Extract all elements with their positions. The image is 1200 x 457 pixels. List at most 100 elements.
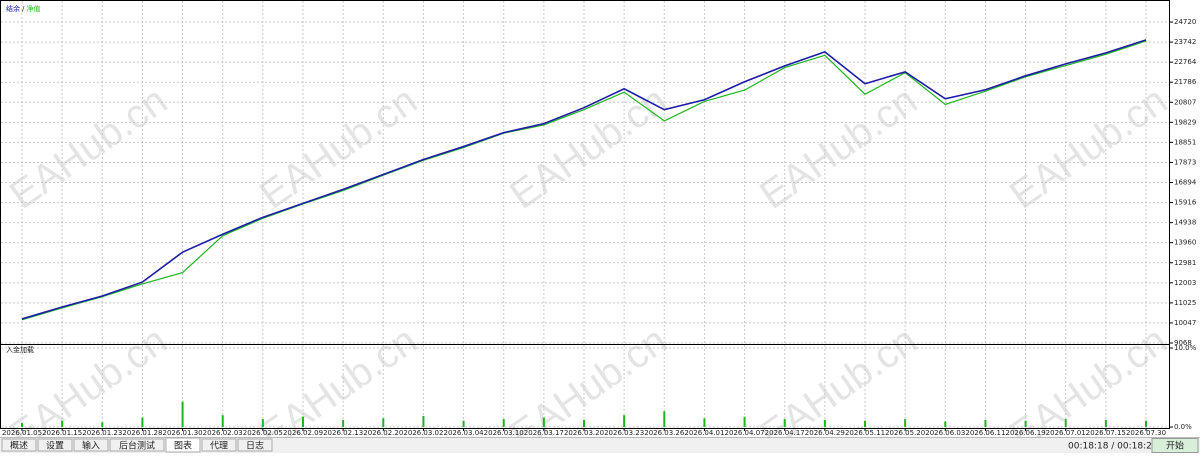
bar bbox=[1064, 419, 1067, 427]
bar bbox=[221, 415, 224, 427]
bar bbox=[542, 417, 545, 427]
x-tick-label: 2026.07.30 bbox=[1126, 429, 1166, 437]
y-tick-label: 14938 bbox=[1174, 219, 1196, 227]
series-line bbox=[21, 39, 1147, 320]
tab[interactable] bbox=[109, 438, 165, 452]
tab-label[interactable]: 后台测试 bbox=[119, 440, 155, 452]
y-tick-label: 12003 bbox=[1174, 279, 1196, 287]
x-tick-label: 2026.03.17 bbox=[524, 429, 564, 437]
bar bbox=[904, 419, 907, 427]
x-tick-label: 2026.01.23 bbox=[82, 429, 122, 437]
x-tick-label: 2026.04.17 bbox=[765, 429, 805, 437]
bar bbox=[864, 420, 866, 427]
x-tick-label: 2026.02.20 bbox=[363, 429, 403, 437]
x-tick-label: 2026.02.03 bbox=[203, 429, 243, 437]
tab[interactable] bbox=[73, 438, 109, 452]
start-button-label[interactable]: 开始 bbox=[1166, 440, 1184, 452]
tab[interactable] bbox=[201, 438, 237, 452]
bar bbox=[1145, 420, 1147, 427]
tab[interactable] bbox=[1, 438, 37, 452]
x-tick-label: 2026.01.05 bbox=[2, 429, 42, 437]
bar bbox=[462, 420, 465, 427]
x-tick-label: 2026.07.01 bbox=[1046, 429, 1086, 437]
y-tick-label: 15916 bbox=[1174, 199, 1197, 207]
x-tick-label: 2026.03.02 bbox=[403, 429, 443, 437]
bar bbox=[422, 415, 425, 427]
chart-frame bbox=[0, 0, 1170, 429]
tab-label[interactable]: 设置 bbox=[46, 441, 64, 452]
y-tick-label: 9068 bbox=[1174, 339, 1192, 347]
x-tick-label: 2026.03.10 bbox=[484, 429, 524, 437]
plot: 9068 10047 11025 12003 12981 13960 14938 15916 1… bbox=[1, 1, 1197, 437]
y-tick-label: 12981 bbox=[1174, 259, 1196, 267]
bar bbox=[181, 401, 184, 427]
bar bbox=[663, 411, 666, 427]
tabs: 概述 设置 输入 后台测试 图表 代理 日志 bbox=[1, 437, 273, 453]
x-tick-label: 2026.01.28 bbox=[122, 429, 162, 437]
x-tick-label: 2026.06.03 bbox=[925, 429, 965, 437]
bar bbox=[1024, 420, 1027, 427]
legend: 结余 / 净值 bbox=[6, 4, 40, 13]
y-tick-label: 17873 bbox=[1174, 158, 1196, 166]
tab[interactable] bbox=[37, 438, 73, 452]
bar bbox=[342, 419, 345, 427]
y-tick-label: 11025 bbox=[1174, 299, 1196, 307]
bar bbox=[101, 422, 104, 427]
bar bbox=[302, 416, 304, 427]
x-tick-label: 2026.02.09 bbox=[283, 429, 323, 437]
bar bbox=[21, 423, 23, 427]
x-tick-label: 2026.02.05 bbox=[243, 429, 283, 437]
x-tick-label: 2026.06.11 bbox=[965, 429, 1005, 437]
bar bbox=[783, 419, 786, 427]
y-tick-label: 10047 bbox=[1174, 319, 1196, 327]
timer: 00:18:18 / 00:18:20 bbox=[1068, 442, 1158, 452]
x-tick-label: 2026.04.29 bbox=[805, 429, 845, 437]
bar bbox=[1104, 419, 1107, 427]
legend-entry: 净值 bbox=[26, 4, 40, 13]
x-tick-label: 2026.07.15 bbox=[1086, 429, 1126, 437]
tab-label[interactable]: 概述 bbox=[10, 440, 28, 452]
x-tick-label: 2026.03.04 bbox=[444, 429, 485, 437]
tab-label[interactable]: 输入 bbox=[82, 440, 100, 452]
x-tick-label: 2026.05.11 bbox=[845, 429, 885, 437]
x-tick-label: 2026.03.26 bbox=[644, 429, 685, 437]
y-tick-label: 21786 bbox=[1174, 78, 1197, 86]
x-tick-label: 2026.03.23 bbox=[604, 429, 644, 437]
tab-label[interactable]: 图表 bbox=[174, 440, 192, 452]
bar bbox=[743, 416, 746, 427]
bar bbox=[502, 419, 505, 427]
bar bbox=[583, 419, 585, 427]
tab-bar bbox=[0, 437, 1200, 453]
x-tick-label: 2026.05.20 bbox=[885, 429, 925, 437]
y-tick-label: 22764 bbox=[1174, 58, 1197, 66]
y-tick-label: 20807 bbox=[1174, 98, 1196, 106]
bar bbox=[944, 421, 947, 427]
bar bbox=[141, 417, 144, 427]
bar bbox=[61, 420, 64, 427]
tab[interactable] bbox=[237, 438, 273, 452]
y-tick-label: 16894 bbox=[1174, 179, 1197, 187]
bar bbox=[984, 419, 987, 427]
y-tick-label: 19829 bbox=[1174, 118, 1196, 126]
x-tick-label: 2026.04.07 bbox=[725, 429, 765, 437]
bar bbox=[261, 419, 264, 427]
legend-separator: / bbox=[22, 5, 25, 13]
tab-label[interactable]: 日志 bbox=[246, 440, 264, 452]
y-tick-label: 18851 bbox=[1174, 138, 1196, 146]
x-tick-label: 2026.06.19 bbox=[1006, 429, 1046, 437]
x-tick-label: 2026.03.20 bbox=[564, 429, 604, 437]
x-tick-label: 2026.04.01 bbox=[684, 429, 724, 437]
panel-title: 入金加载 bbox=[6, 345, 34, 354]
bar bbox=[703, 418, 706, 427]
bar bbox=[623, 415, 626, 427]
y-tick-label: 13960 bbox=[1174, 239, 1196, 247]
x-tick-label: 2026.01.15 bbox=[42, 429, 82, 437]
x-tick-label: 2026.01.30 bbox=[163, 429, 203, 437]
y-tick-label: 0.0% bbox=[1174, 423, 1192, 431]
tab-label[interactable]: 代理 bbox=[210, 441, 228, 452]
legend-entry: 结余 bbox=[6, 4, 20, 13]
y-tick-label: 23742 bbox=[1174, 38, 1196, 46]
tab-active[interactable] bbox=[165, 437, 201, 453]
